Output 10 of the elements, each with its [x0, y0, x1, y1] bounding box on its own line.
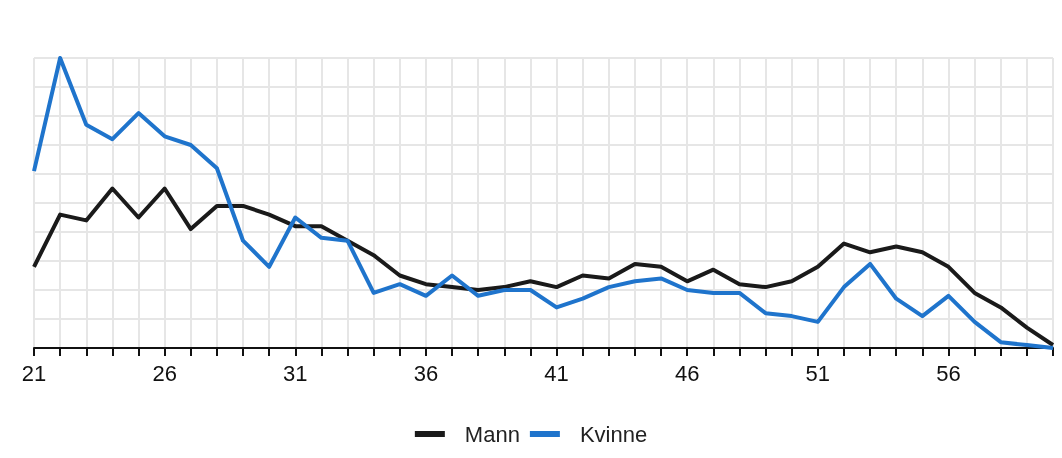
legend-label: Kvinne — [579, 421, 648, 447]
x-tick-label: 51 — [805, 360, 831, 386]
x-tick-label: 46 — [674, 360, 700, 386]
x-tick-label: 21 — [21, 360, 47, 386]
x-tick-label: 36 — [413, 360, 439, 386]
legend-label: Mann — [464, 421, 520, 447]
x-tick-label: 41 — [544, 360, 569, 386]
x-tick-label: 26 — [152, 360, 177, 386]
x-tick-label: 31 — [283, 360, 308, 386]
x-tick-label: 56 — [936, 360, 961, 386]
